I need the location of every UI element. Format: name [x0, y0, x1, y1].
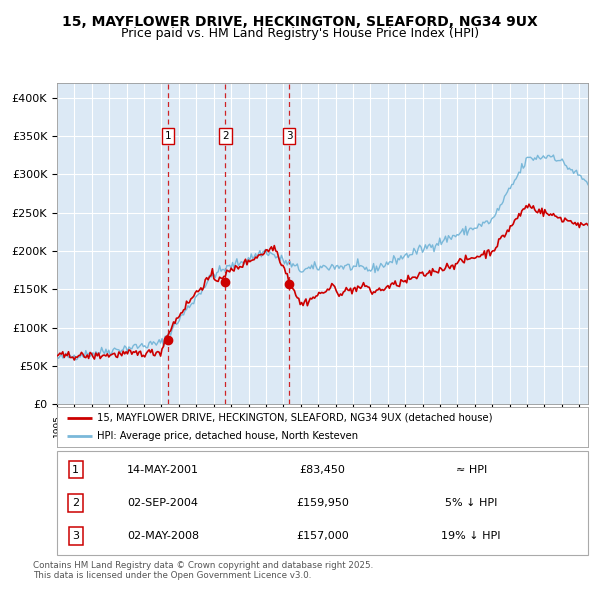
Text: 3: 3: [286, 131, 292, 141]
Text: £83,450: £83,450: [299, 465, 346, 475]
Text: Contains HM Land Registry data © Crown copyright and database right 2025.
This d: Contains HM Land Registry data © Crown c…: [33, 560, 373, 580]
Text: 2: 2: [222, 131, 229, 141]
Text: 3: 3: [72, 531, 79, 541]
Text: HPI: Average price, detached house, North Kesteven: HPI: Average price, detached house, Nort…: [97, 431, 358, 441]
Text: 02-SEP-2004: 02-SEP-2004: [128, 498, 199, 508]
Text: 02-MAY-2008: 02-MAY-2008: [127, 531, 199, 541]
Text: 14-MAY-2001: 14-MAY-2001: [127, 465, 199, 475]
Text: 1: 1: [164, 131, 171, 141]
Text: £157,000: £157,000: [296, 531, 349, 541]
Text: ≈ HPI: ≈ HPI: [455, 465, 487, 475]
Text: 5% ↓ HPI: 5% ↓ HPI: [445, 498, 497, 508]
Text: 15, MAYFLOWER DRIVE, HECKINGTON, SLEAFORD, NG34 9UX (detached house): 15, MAYFLOWER DRIVE, HECKINGTON, SLEAFOR…: [97, 413, 493, 423]
Text: £159,950: £159,950: [296, 498, 349, 508]
Text: 15, MAYFLOWER DRIVE, HECKINGTON, SLEAFORD, NG34 9UX: 15, MAYFLOWER DRIVE, HECKINGTON, SLEAFOR…: [62, 15, 538, 29]
Text: Price paid vs. HM Land Registry's House Price Index (HPI): Price paid vs. HM Land Registry's House …: [121, 27, 479, 40]
Text: 19% ↓ HPI: 19% ↓ HPI: [442, 531, 501, 541]
Text: 1: 1: [72, 465, 79, 475]
Text: 2: 2: [72, 498, 79, 508]
